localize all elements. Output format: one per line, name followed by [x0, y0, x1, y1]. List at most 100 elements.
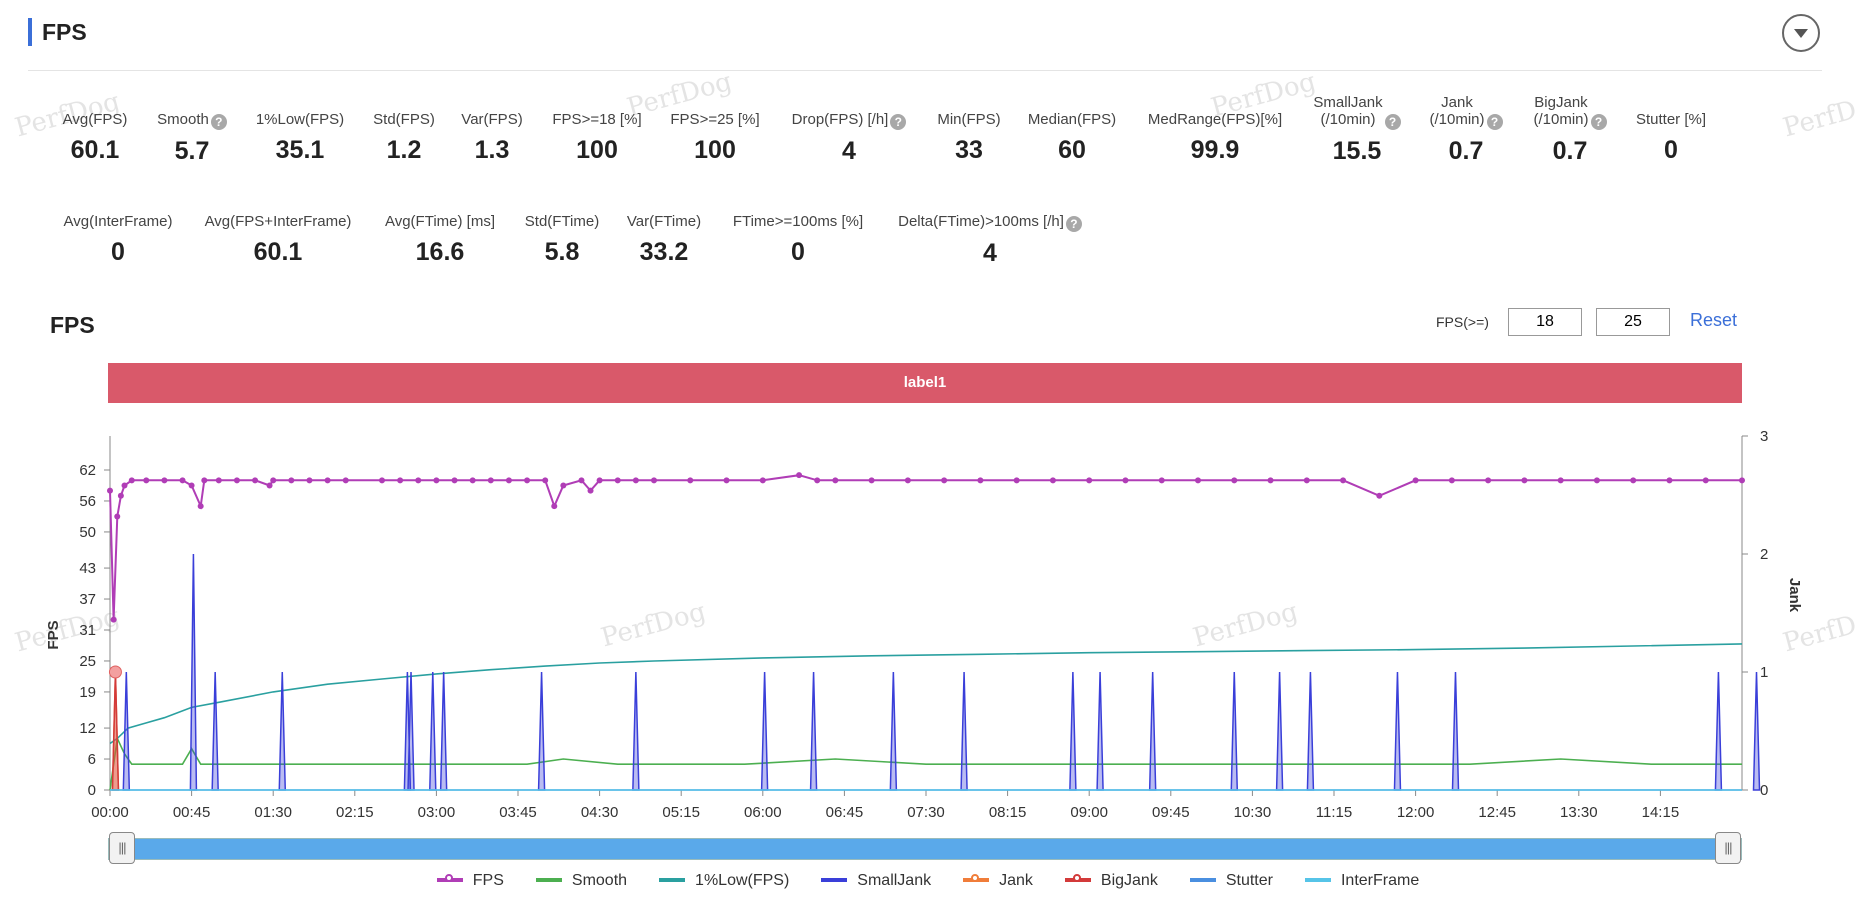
series-fps-point	[632, 477, 639, 484]
stat-label: FPS>=18 [%]	[552, 111, 642, 128]
legend-label: BigJank	[1100, 872, 1158, 889]
stat-value: 4	[842, 137, 856, 165]
series-fps-point	[433, 477, 440, 484]
slider-left-handle[interactable]: |||	[109, 832, 135, 864]
legend-label: InterFrame	[1340, 872, 1420, 889]
y2-tick-label: 0	[1760, 782, 1768, 799]
series-fps-point	[215, 477, 222, 484]
x-tick-label: 00:00	[91, 804, 129, 821]
series-fps-point	[1267, 477, 1274, 484]
series-fps-point	[868, 477, 875, 484]
stat-fps-25: FPS>=25 [%] 100	[605, 94, 825, 165]
x-tick-label: 11:15	[1316, 804, 1352, 821]
y-tick-label: 37	[79, 591, 96, 608]
stat-1-low-fps: 1%Low(FPS) 35.1	[190, 94, 410, 165]
legend-item-smooth[interactable]: Smooth	[535, 872, 628, 890]
legend-item-smalljank[interactable]: SmallJank	[821, 872, 931, 890]
legend-label: SmallJank	[857, 872, 932, 889]
series-smalljank-spike	[537, 671, 546, 791]
stat-label: Var(FPS)	[461, 111, 523, 128]
series-fps-point	[1195, 477, 1201, 484]
stat-value: 5.8	[544, 238, 580, 266]
series-fps-point	[687, 477, 694, 484]
series-smalljank-spike	[1096, 671, 1104, 791]
stat-drop-fps-h: Drop(FPS) [/h]? 4	[739, 94, 959, 166]
chart-title: FPS	[50, 312, 95, 338]
stat-median-fps: Median(FPS) 60	[962, 94, 1182, 165]
stat-label: Jank (/10min)	[1429, 94, 1485, 128]
series-fps-point	[814, 477, 821, 484]
legend-label: Jank	[999, 872, 1033, 889]
series-smalljank-spike	[1275, 671, 1284, 791]
x-tick-label: 03:00	[418, 804, 456, 821]
legend-item-1-low-fps[interactable]: 1%Low(FPS)	[659, 872, 789, 890]
legend-item-stutter[interactable]: Stutter	[1189, 872, 1273, 890]
stat-value: 60	[1058, 136, 1086, 164]
legend-item-jank[interactable]: Jank	[963, 872, 1033, 890]
label-bar[interactable]: label1	[108, 363, 1742, 403]
y-tick-label: 62	[79, 462, 96, 479]
stat-label: MedRange(FPS)[%]	[1147, 111, 1283, 128]
series-smalljank-spike	[122, 671, 131, 791]
series-fps-point	[578, 477, 585, 484]
series-fps-point	[288, 477, 295, 484]
series-fps-point	[306, 477, 313, 484]
help-icon[interactable]: ?	[210, 114, 227, 130]
stat-smooth: Smooth? 5.7	[82, 94, 302, 166]
help-icon[interactable]: ?	[1384, 114, 1401, 130]
series-fps-point	[1013, 477, 1020, 484]
legend-swatch	[1189, 877, 1216, 882]
stat-label: Avg(FPS+InterFrame)	[204, 213, 352, 230]
stat-label: Std(FTime)	[524, 213, 600, 230]
x-tick-label: 05:15	[662, 804, 700, 821]
time-range-slider[interactable]	[108, 838, 1742, 860]
y2-tick-label: 1	[1760, 664, 1768, 681]
legend-swatch	[821, 877, 848, 882]
stat-std-ftime: Std(FTime) 5.8	[452, 196, 672, 267]
series-fps-point	[651, 477, 657, 484]
legend-item-interframe[interactable]: InterFrame	[1304, 872, 1420, 890]
help-icon[interactable]: ?	[1590, 114, 1607, 130]
x-tick-label: 00:45	[173, 804, 211, 821]
series-smalljank-spike	[189, 553, 198, 791]
y-tick-label: 31	[79, 622, 96, 639]
stat-label: Median(FPS)	[1027, 111, 1117, 128]
stat-value: 5.7	[174, 137, 210, 165]
help-icon[interactable]: ?	[1486, 114, 1503, 130]
series-smalljank-spike	[960, 671, 968, 791]
threshold-label: FPS(>=)	[1436, 314, 1489, 330]
threshold-high-input[interactable]	[1596, 308, 1670, 336]
stat-stutter: Stutter [%] 0	[1561, 94, 1781, 165]
series-fps-point	[759, 477, 766, 484]
stat-value: 0	[791, 238, 805, 266]
stat-label: Smooth	[157, 111, 209, 128]
series-fps-point	[551, 503, 558, 510]
series-fps-point	[1593, 477, 1600, 484]
stat-value: 100	[576, 136, 618, 164]
reset-button[interactable]: Reset	[1690, 310, 1738, 330]
series-fps-point	[188, 482, 195, 489]
help-icon[interactable]: ?	[890, 114, 907, 130]
stat-label: Std(FPS)	[373, 111, 435, 128]
threshold-low-input[interactable]	[1508, 308, 1582, 336]
series-fps-point	[1448, 477, 1455, 484]
legend-item-fps[interactable]: FPS	[436, 872, 504, 890]
stat-value: 100	[694, 136, 736, 164]
stat-std-fps: Std(FPS) 1.2	[294, 94, 514, 165]
collapse-button[interactable]	[1782, 14, 1820, 52]
slider-right-handle[interactable]: |||	[1715, 832, 1741, 864]
y-tick-label: 50	[79, 524, 96, 541]
series-bigjank-spike	[111, 671, 120, 791]
help-icon[interactable]: ?	[1065, 216, 1082, 232]
stat-label: Avg(InterFrame)	[63, 213, 173, 230]
series-fps-point	[1049, 477, 1056, 484]
series-fps-point	[117, 492, 124, 499]
series-fps-point	[1086, 477, 1093, 484]
legend-label: Smooth	[571, 872, 628, 889]
legend-item-bigjank[interactable]: BigJank	[1064, 872, 1158, 890]
stat-label: 1%Low(FPS)	[255, 111, 345, 128]
series-fps-point	[796, 472, 803, 479]
stat-avg-fps-interframe: Avg(FPS+InterFrame) 60.1	[168, 196, 388, 267]
series-fps-point	[469, 477, 476, 484]
